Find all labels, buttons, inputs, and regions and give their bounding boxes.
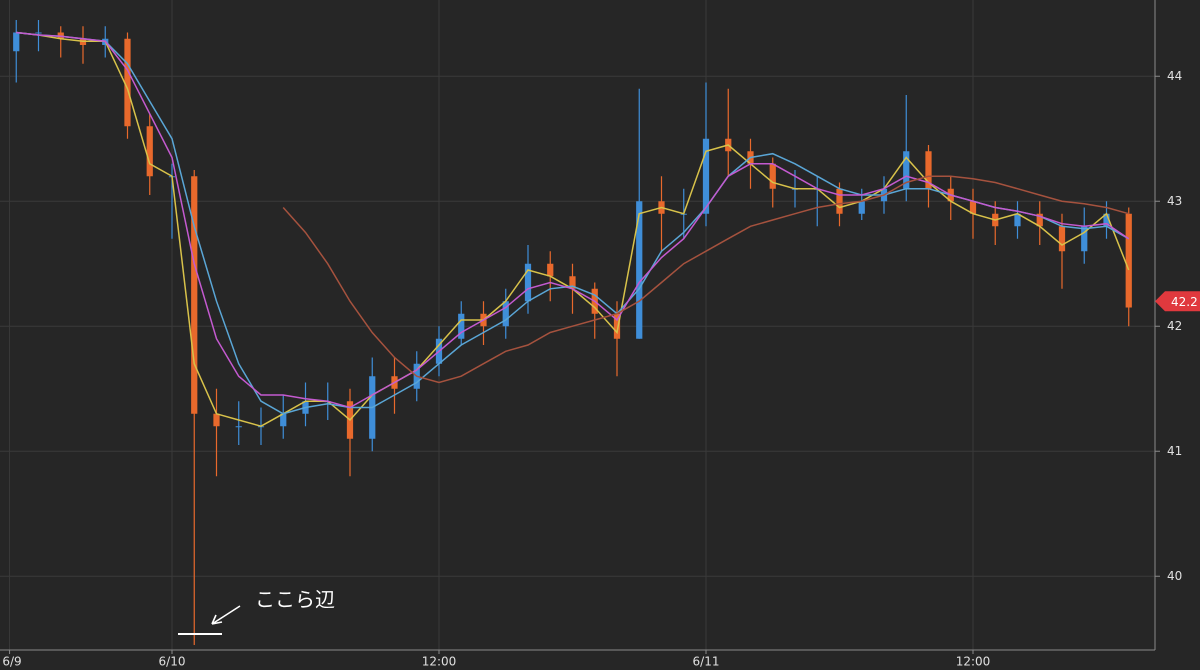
- candle-body: [502, 301, 509, 327]
- candle-body: [925, 151, 932, 189]
- candle-body: [858, 201, 865, 214]
- candle-body: [1058, 226, 1066, 252]
- candle-body: [280, 413, 287, 427]
- candle-body: [213, 413, 220, 427]
- candle-body: [702, 138, 710, 214]
- candle-body: [636, 201, 643, 339]
- candle-body: [1081, 226, 1088, 252]
- candle-body: [1125, 213, 1132, 308]
- candle-body: [769, 163, 776, 189]
- candle-body: [235, 426, 242, 428]
- x-tick-label: 12:00: [956, 655, 991, 669]
- candle-body: [547, 263, 554, 277]
- moving-average-line: [282, 175, 1129, 384]
- candle-body: [524, 263, 532, 302]
- candle-body: [569, 276, 576, 289]
- candle-body: [1036, 213, 1043, 227]
- x-tick-label: 12:00: [422, 655, 457, 669]
- candle-body: [1103, 213, 1110, 227]
- candle-body: [146, 126, 153, 177]
- x-tick-label: 6/9: [2, 655, 21, 669]
- y-tick-label: 41: [1167, 444, 1182, 458]
- annotation-arrow: [178, 605, 241, 635]
- x-tick-label: 6/11: [693, 655, 720, 669]
- moving-average-line: [16, 31, 1130, 415]
- marks: [13, 20, 1132, 645]
- y-tick-label: 40: [1167, 569, 1182, 583]
- y-tick-label: 44: [1167, 69, 1182, 83]
- candle-body: [1014, 213, 1021, 227]
- candle-body: [191, 176, 198, 414]
- last-price-tag: [1155, 291, 1200, 312]
- candle-body: [124, 38, 131, 127]
- last-price-label: 42.2: [1171, 295, 1198, 309]
- x-tick-label: 6/10: [159, 655, 186, 669]
- candle-body: [458, 313, 465, 339]
- arrow: [211, 605, 241, 625]
- candle-body: [35, 32, 42, 34]
- annotation: ここら辺: [255, 588, 335, 612]
- candle-body: [836, 188, 843, 214]
- candle-body: [903, 151, 910, 189]
- moving-average-line: [16, 31, 1130, 409]
- y-tick-label: 42: [1167, 319, 1182, 333]
- candle-body: [969, 201, 977, 214]
- candle-body: [613, 313, 621, 339]
- candle-body: [13, 32, 20, 52]
- y-tick-label: 43: [1167, 194, 1182, 208]
